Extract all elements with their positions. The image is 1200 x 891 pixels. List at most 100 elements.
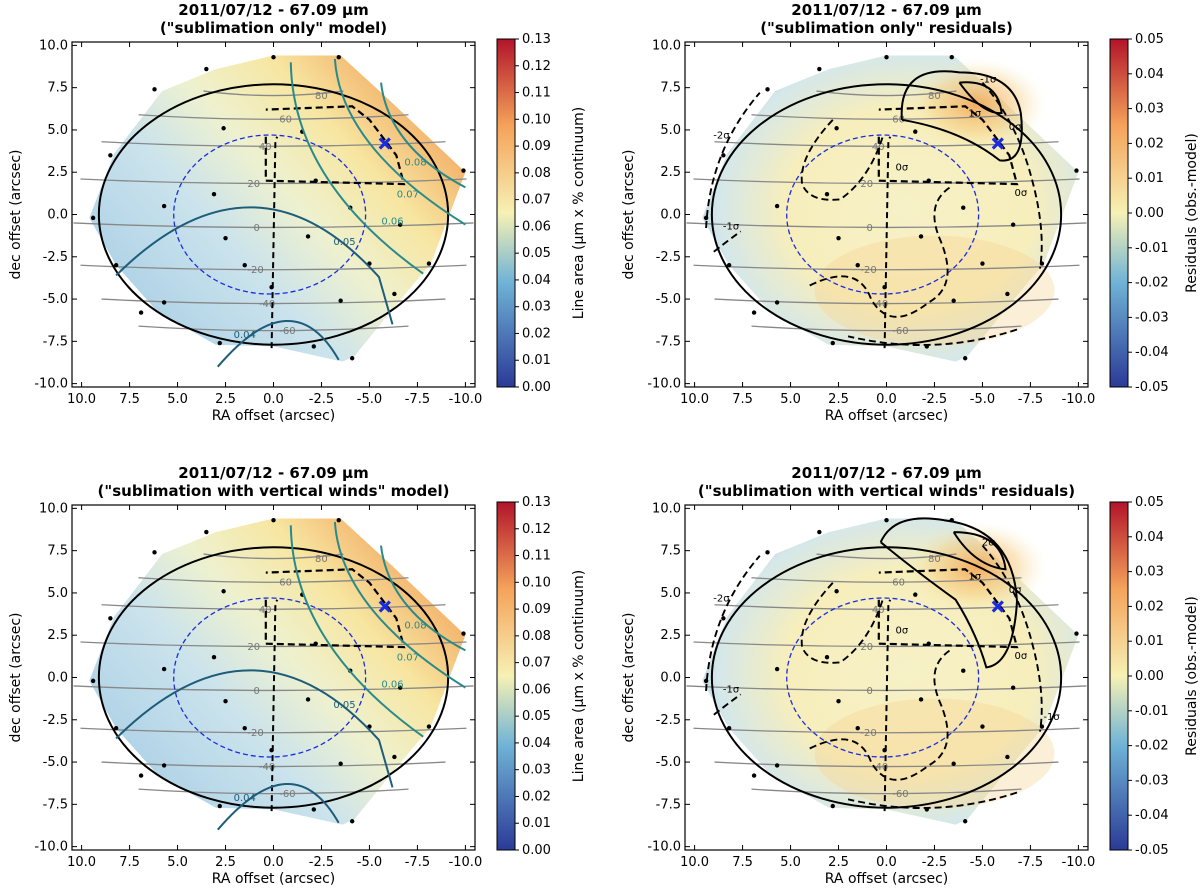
x-tick-label: 10.0: [67, 392, 96, 407]
contour-label: 0.07: [397, 653, 419, 664]
y-tick-label: -5.0: [43, 292, 68, 307]
latitude-label: 60: [892, 115, 905, 126]
colorbar-tick-label: 0.07: [522, 656, 551, 671]
data-point: [392, 754, 397, 760]
y-tick-label: 7.5: [660, 81, 681, 96]
data-point: [204, 529, 209, 535]
contour-label: 0.05: [333, 237, 355, 248]
colorbar-tick-label: -0.02: [1135, 739, 1169, 754]
data-point: [882, 285, 887, 290]
y-tick-label: -2.5: [656, 713, 681, 728]
colorbar-tick-label: 0.12: [522, 59, 551, 74]
contour-label: 0σ: [1009, 122, 1022, 133]
panel-title-line1: 2011/07/12 - 67.09 µm: [178, 1, 368, 19]
x-tick-label: -5.0: [970, 855, 995, 870]
colorbar-label: Residuals (obs.-model): [1184, 596, 1200, 756]
colorbar-tick-label: 0.12: [522, 522, 551, 537]
x-tick-label: 10.0: [680, 392, 709, 407]
colorbar-tick-label: 0.01: [1135, 171, 1164, 186]
beam-circle: [786, 597, 980, 758]
contour-label: 2σ: [982, 538, 995, 549]
data-point: [980, 261, 985, 266]
residual-contour-negative: [713, 230, 742, 253]
y-tick-label: 7.5: [660, 544, 681, 559]
data-point: [217, 803, 222, 809]
data-point: [138, 773, 144, 778]
central-meridian: [883, 599, 892, 812]
latitude-label: 40: [259, 142, 272, 153]
y-tick-label: 5.0: [47, 586, 68, 601]
latitude-line: [203, 90, 344, 97]
x-tick-label: -5.0: [357, 392, 382, 407]
y-tick-label: -2.5: [43, 713, 68, 728]
colorbar-tick-label: 0.03: [1135, 102, 1164, 117]
data-point: [204, 66, 209, 72]
latitude-label: 40: [872, 605, 885, 616]
colorbar-tick-label: 0.03: [522, 300, 551, 315]
data-point: [830, 803, 835, 809]
colorbar-tick-label: 0.06: [522, 219, 551, 234]
latitude-label: -40: [259, 299, 275, 310]
residual-contour-negative: [800, 582, 884, 664]
data-point: [1010, 685, 1016, 690]
colorbar-tick-label: -0.04: [1135, 345, 1169, 360]
latitude-label: 20: [247, 179, 260, 190]
colorbar-tick-label: 0.02: [1135, 136, 1164, 151]
y-axis-label: dec offset (arcsec): [8, 613, 24, 743]
contour-label: -1σ: [723, 222, 740, 233]
latitude-label: 20: [860, 179, 873, 190]
data-point: [211, 192, 217, 197]
data-point: [221, 589, 226, 594]
latitude-label: -20: [860, 728, 876, 739]
panel-title-line1: 2011/07/12 - 67.09 µm: [178, 464, 368, 482]
latitude-line: [751, 788, 1022, 795]
residual-contour-negative: [705, 92, 761, 229]
data-point: [426, 261, 432, 266]
data-point: [834, 126, 839, 131]
latitude-line: [714, 604, 1059, 610]
panel-title-line1: 2011/07/12 - 67.09 µm: [791, 464, 981, 482]
y-tick-label: 0.0: [660, 208, 681, 223]
data-point: [721, 616, 726, 621]
y-tick-label: 5.0: [47, 123, 68, 138]
y-tick-label: -5.0: [656, 755, 681, 770]
target-region-outline: [877, 105, 1019, 186]
data-point: [90, 215, 96, 221]
x-tick-label: -7.5: [405, 392, 430, 407]
model-contour: [333, 58, 466, 226]
colorbar-label: Line area (µm x % continuum): [571, 570, 587, 782]
contour-label: 0.04: [234, 793, 256, 804]
y-tick-label: -10.0: [647, 377, 681, 392]
x-axis-label: RA offset (arcsec): [212, 408, 336, 424]
latitude-line: [101, 141, 446, 147]
colorbar-tick-label: 0.00: [522, 843, 551, 858]
y-axis-label: dec offset (arcsec): [621, 613, 637, 743]
y-tick-label: -10.0: [34, 840, 68, 855]
colorbar-tick-label: 0.11: [522, 549, 551, 564]
colorbar-tick-label: -0.03: [1135, 773, 1169, 788]
data-point: [138, 310, 144, 315]
data-point: [223, 235, 228, 241]
y-tick-label: 2.5: [660, 628, 681, 643]
colorbar-tick-label: 0.04: [522, 736, 551, 751]
data-point: [461, 168, 466, 173]
residual-contour-positive: [958, 81, 1003, 115]
data-point: [221, 126, 226, 131]
colorbar-tick-label: 0.13: [522, 32, 551, 47]
x-tick-label: -10.0: [449, 855, 483, 870]
latitude-line: [714, 141, 1059, 147]
y-tick-label: 0.0: [47, 208, 68, 223]
beam-circle: [173, 134, 367, 295]
x-tick-label: 5.0: [167, 392, 188, 407]
y-tick-label: 0.0: [660, 671, 681, 686]
y-tick-label: -5.0: [656, 292, 681, 307]
data-point: [765, 550, 770, 555]
x-tick-label: 10.0: [67, 855, 96, 870]
central-meridian: [270, 136, 279, 349]
y-tick-label: 7.5: [47, 81, 68, 96]
data-point: [765, 87, 770, 92]
data-point: [311, 807, 316, 812]
colorbar-tick-label: 0.07: [522, 193, 551, 208]
data-point: [913, 592, 918, 597]
